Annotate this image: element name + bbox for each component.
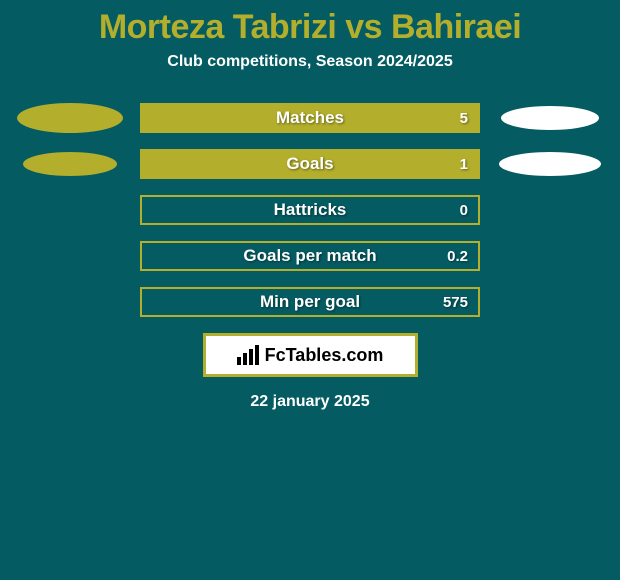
stat-bar: Matches5: [140, 103, 480, 133]
bar-label: Min per goal: [142, 292, 478, 312]
stat-bar: Goals1: [140, 149, 480, 179]
bar-value: 5: [460, 110, 468, 127]
stat-row: Min per goal575: [0, 287, 620, 317]
chart-container: Morteza Tabrizi vs Bahiraei Club competi…: [0, 0, 620, 580]
stat-row: Hattricks0: [0, 195, 620, 225]
bar-value: 1: [460, 156, 468, 173]
left-gap: [0, 152, 140, 176]
right-ellipse: [501, 106, 599, 130]
stat-bar: Min per goal575: [140, 287, 480, 317]
stat-row: Goals1: [0, 149, 620, 179]
bar-value: 0.2: [447, 248, 468, 265]
bar-value: 0: [460, 202, 468, 219]
comparison-chart: Matches5Goals1Hattricks0Goals per match0…: [0, 103, 620, 317]
bar-label: Goals per match: [142, 246, 478, 266]
stat-bar: Hattricks0: [140, 195, 480, 225]
stat-row: Goals per match0.2: [0, 241, 620, 271]
stat-bar: Goals per match0.2: [140, 241, 480, 271]
page-subtitle: Club competitions, Season 2024/2025: [0, 53, 620, 71]
logo-box: FcTables.com: [203, 333, 418, 377]
date-label: 22 january 2025: [0, 393, 620, 411]
bar-label: Matches: [142, 108, 478, 128]
left-ellipse: [17, 103, 123, 133]
bars-icon: [237, 345, 259, 365]
bar-label: Hattricks: [142, 200, 478, 220]
right-gap: [480, 106, 620, 130]
left-gap: [0, 103, 140, 133]
right-gap: [480, 152, 620, 176]
bar-value: 575: [443, 294, 468, 311]
bar-label: Goals: [142, 154, 478, 174]
right-ellipse: [499, 152, 601, 176]
page-title: Morteza Tabrizi vs Bahiraei: [0, 0, 620, 47]
logo-text: FcTables.com: [265, 345, 384, 366]
stat-row: Matches5: [0, 103, 620, 133]
left-ellipse: [23, 152, 117, 176]
